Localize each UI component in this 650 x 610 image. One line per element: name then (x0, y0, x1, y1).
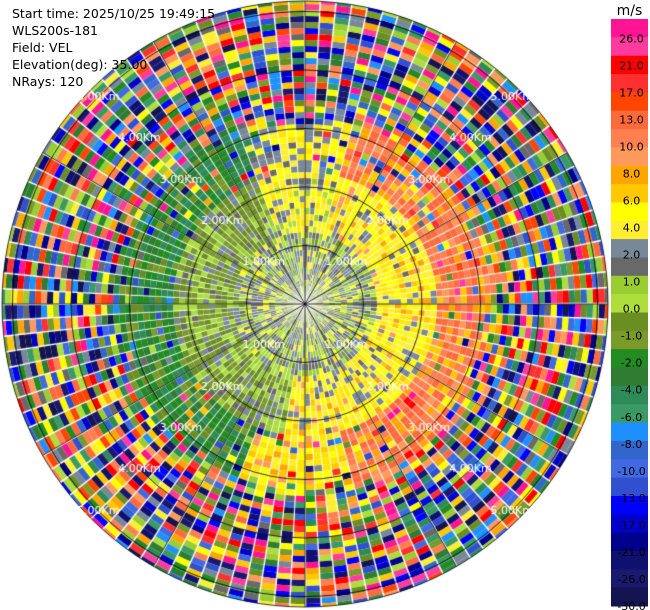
colorbar-tick-label: -1.0 (621, 330, 642, 343)
colorbar-swatch (611, 404, 648, 424)
nrays-label: NRays: 120 (12, 74, 84, 89)
colorbar-swatch (611, 74, 648, 93)
colorbar-swatch (611, 550, 648, 570)
elevation-label: Elevation(deg): 35.00 (12, 57, 148, 72)
colorbar-swatch (611, 19, 648, 38)
colorbar-tick-label: 10.0 (619, 140, 644, 153)
colorbar-tick-label: 17.0 (619, 86, 644, 99)
colorbar-swatch (611, 514, 648, 534)
colorbar-tick-label: -13.0 (617, 492, 645, 505)
colorbar-tick-label: 8.0 (623, 167, 641, 180)
colorbar-swatch (611, 184, 648, 203)
colorbar-swatch (611, 275, 648, 295)
colorbar-swatch (611, 294, 648, 313)
colorbar-swatch (611, 202, 648, 222)
colorbar-swatch (611, 587, 648, 607)
field-label: Field: VEL (12, 40, 73, 55)
colorbar-swatch (611, 165, 648, 185)
colorbar-swatch (611, 92, 648, 112)
colorbar-swatch (611, 367, 648, 387)
colorbar-tick-label: 4.0 (623, 222, 641, 235)
colorbar-tick-label: 0.0 (623, 303, 641, 316)
colorbar-tick-label: 2.0 (623, 249, 641, 262)
colorbar-swatch (611, 349, 648, 369)
colorbar-swatch (611, 55, 648, 75)
colorbar-swatch (611, 569, 648, 589)
colorbar-tick-label: -17.0 (617, 519, 645, 532)
colorbar-tick-label: -8.0 (621, 438, 642, 451)
colorbar-swatch (611, 459, 648, 479)
colorbar-swatch (611, 257, 648, 277)
colorbar-tick-label: 13.0 (619, 113, 644, 126)
colorbar-tick-label: -21.0 (617, 546, 645, 559)
colorbar-tick-label: 21.0 (619, 59, 644, 72)
colorbar-swatch (611, 532, 648, 552)
colorbar-swatch (611, 495, 648, 515)
colorbar-tick-label: 1.0 (623, 276, 641, 289)
colorbar-swatch (611, 37, 648, 57)
colorbar-swatch (611, 477, 648, 497)
colorbar-swatch (611, 147, 648, 167)
colorbar-tick-label: -4.0 (621, 384, 642, 397)
colorbar-swatch (611, 440, 648, 460)
colorbar-swatch (611, 129, 648, 148)
colorbar-swatch (611, 239, 648, 258)
colorbar-unit: m/s (617, 3, 643, 19)
colorbar-swatch (611, 110, 648, 130)
colorbar-swatch (611, 422, 648, 442)
start-time-label: Start time: 2025/10/25 19:49:15 (12, 6, 216, 21)
colorbar-tick-label: -10.0 (617, 465, 645, 478)
colorbar-tick-label: -30.0 (617, 600, 645, 610)
colorbar-tick-label: -2.0 (621, 357, 642, 370)
colorbar-swatch (611, 330, 648, 350)
colorbar-tick-label: 26.0 (619, 32, 644, 45)
colorbar-swatch (611, 312, 648, 332)
colorbar-tick-label: 6.0 (623, 194, 641, 207)
colorbar-swatch (611, 220, 648, 240)
colorbar-swatch (611, 385, 648, 405)
colorbar-tick-label: -6.0 (621, 411, 642, 424)
site-label: WLS200s-181 (12, 23, 98, 38)
colorbar-tick-label: -26.0 (617, 573, 645, 586)
